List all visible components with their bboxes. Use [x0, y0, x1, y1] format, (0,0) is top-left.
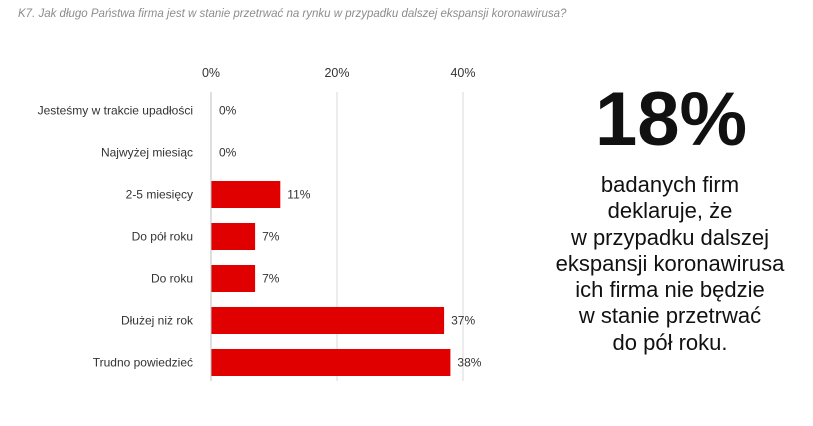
x-tick-label: 40% — [450, 66, 475, 80]
highlight-line: do pół roku. — [612, 329, 728, 355]
bar — [211, 181, 281, 208]
category-label: Trudno powiedzieć — [93, 356, 193, 370]
category-label: Do pół roku — [132, 230, 193, 244]
highlight-line: deklaruje, że — [607, 198, 733, 224]
category-label: Dłużej niż rok — [121, 314, 194, 328]
value-label: 37% — [451, 314, 475, 328]
bar — [211, 265, 256, 292]
x-tick-label: 0% — [202, 66, 220, 80]
category-label: 2-5 miesięcy — [126, 188, 193, 202]
x-axis-ticks: 0% 20% 40% — [202, 66, 476, 80]
category-label: Do roku — [151, 272, 193, 286]
category-label: Jesteśmy w trakcie upadłości — [38, 104, 193, 118]
highlight-line: w stanie przetrwać — [578, 303, 762, 329]
highlight-line: ekspansji koronawirusa — [555, 250, 785, 276]
bar-chart: 0% 20% 40% Jesteśmy w trakcie upadłości Naj… — [38, 66, 482, 381]
bars — [211, 181, 451, 376]
x-tick-label: 20% — [324, 66, 349, 80]
bar — [211, 349, 451, 376]
highlight-line: ich firma nie będzie — [575, 277, 765, 303]
gridlines — [336, 92, 464, 381]
question-text: K7. Jak długo Państwa firma jest w stani… — [18, 8, 567, 20]
category-label: Najwyżej miesiąc — [101, 146, 193, 160]
highlight-line: badanych firm — [600, 172, 740, 197]
category-labels: Jesteśmy w trakcie upadłości Najwyżej mie… — [38, 104, 194, 370]
highlight-line: w przypadku dalszej — [570, 224, 770, 250]
value-labels: 0% 0% 11% 7% 7% 37% 38% — [219, 104, 482, 370]
value-label: 11% — [287, 188, 310, 202]
highlight-text: badanych firm deklaruje, że w przypadku … — [510, 172, 813, 356]
value-label: 38% — [457, 356, 481, 370]
bar — [211, 307, 445, 334]
value-label: 7% — [262, 272, 280, 286]
value-label: 0% — [219, 104, 237, 118]
value-label: 0% — [219, 146, 237, 160]
bar — [211, 223, 256, 250]
highlight-value: 18% — [594, 77, 748, 162]
value-label: 7% — [262, 230, 280, 244]
